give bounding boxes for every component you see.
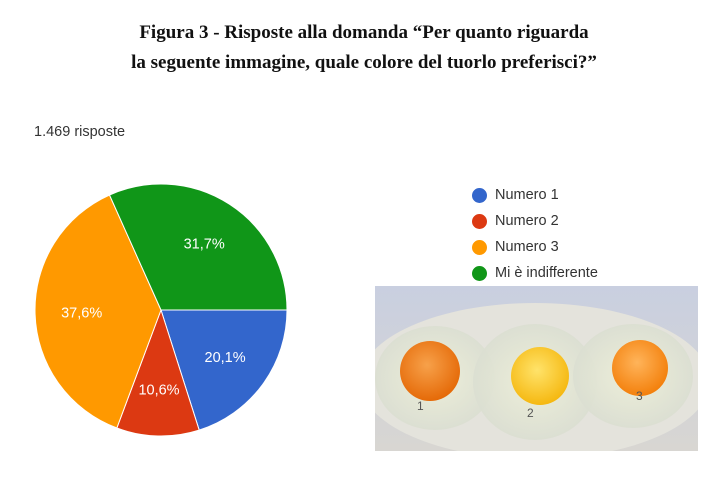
legend-label: Mi è indifferente [495, 265, 598, 281]
pie-slice-2 [116, 308, 200, 437]
pie-slice-3 [34, 194, 162, 429]
egg-label-3: 3 [636, 389, 643, 403]
legend-swatch [472, 239, 487, 255]
legend-item-numero-2: Numero 2 [472, 208, 598, 234]
legend-item-indifferente: Mi è indifferente [472, 260, 598, 286]
figure-caption: Figura 3 - Risposte alla domanda “Per qu… [0, 18, 728, 78]
response-count: 1.469 risposte [34, 124, 126, 140]
chart-legend: Numero 1 Numero 2 Numero 3 Mi è indiffer… [472, 182, 598, 286]
legend-swatch [472, 187, 487, 203]
egg-label-1: 1 [417, 399, 424, 413]
caption-line-1: Figura 3 - Risposte alla domanda “Per qu… [139, 22, 589, 43]
pie-slice-1 [160, 309, 288, 431]
legend-swatch [472, 265, 487, 281]
pie-slice-4 [108, 183, 288, 311]
caption-line-2: la seguente immagine, quale colore del t… [131, 52, 597, 73]
pie-slice-label-1: 20,1% [205, 350, 246, 366]
pie-slice-label-4: 31,7% [184, 236, 225, 252]
legend-item-numero-1: Numero 1 [472, 182, 598, 208]
legend-label: Numero 3 [495, 239, 559, 255]
pie-slice-label-3: 37,6% [61, 305, 102, 321]
legend-swatch [472, 213, 487, 229]
legend-label: Numero 1 [495, 187, 559, 203]
egg-label-2: 2 [527, 406, 534, 420]
egg-yolks-photo: 1 2 3 [375, 286, 698, 451]
pie-slice-label-2: 10,6% [138, 382, 179, 398]
legend-item-numero-3: Numero 3 [472, 234, 598, 260]
legend-label: Numero 2 [495, 213, 559, 229]
